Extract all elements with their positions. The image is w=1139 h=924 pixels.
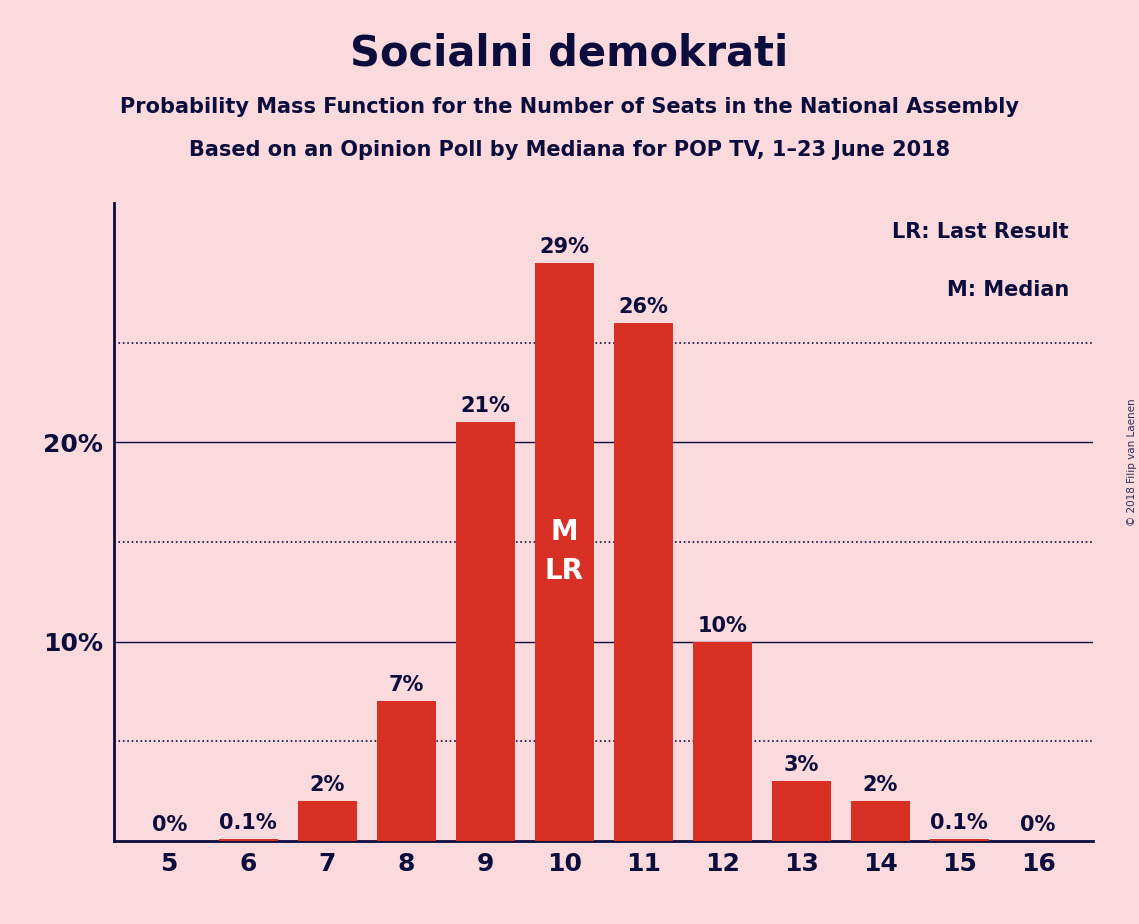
Bar — [297, 801, 357, 841]
Text: Based on an Opinion Poll by Mediana for POP TV, 1–23 June 2018: Based on an Opinion Poll by Mediana for … — [189, 140, 950, 161]
Text: © 2018 Filip van Laenen: © 2018 Filip van Laenen — [1126, 398, 1137, 526]
Text: M
LR: M LR — [544, 518, 583, 586]
Text: M: Median: M: Median — [947, 280, 1070, 299]
Bar — [771, 781, 830, 841]
Text: Probability Mass Function for the Number of Seats in the National Assembly: Probability Mass Function for the Number… — [120, 97, 1019, 117]
Text: Socialni demokrati: Socialni demokrati — [351, 32, 788, 74]
Bar — [219, 839, 278, 841]
Text: 29%: 29% — [539, 237, 589, 257]
Bar — [534, 263, 593, 841]
Text: 0.1%: 0.1% — [931, 813, 988, 833]
Text: 2%: 2% — [310, 775, 345, 795]
Text: 0%: 0% — [151, 815, 187, 835]
Text: 7%: 7% — [388, 675, 424, 696]
Bar — [456, 422, 515, 841]
Text: 3%: 3% — [784, 755, 819, 775]
Bar — [929, 839, 989, 841]
Text: LR: Last Result: LR: Last Result — [892, 223, 1070, 242]
Text: 21%: 21% — [460, 396, 510, 417]
Text: 26%: 26% — [618, 297, 669, 317]
Text: 0%: 0% — [1021, 815, 1056, 835]
Text: 2%: 2% — [862, 775, 898, 795]
Bar — [614, 322, 673, 841]
Text: 10%: 10% — [697, 615, 747, 636]
Bar — [851, 801, 910, 841]
Bar — [377, 701, 436, 841]
Bar — [693, 641, 752, 841]
Text: 0.1%: 0.1% — [220, 813, 277, 833]
